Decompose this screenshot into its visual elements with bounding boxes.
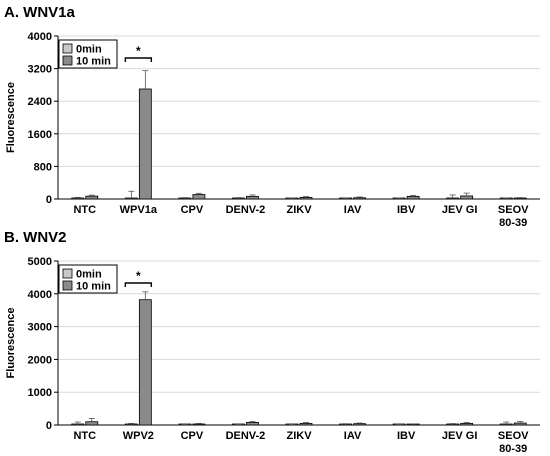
x-tick-label: JEV GI — [442, 430, 477, 442]
chart-panel-0: A. WNV1a 0 800 1600 2400 3200 4000 Fluorescence… — [4, 4, 540, 229]
bar-10min-7 — [460, 195, 474, 200]
x-tick-label: IBV — [397, 204, 416, 216]
bar-10min-1 — [138, 299, 152, 426]
x-tick-label: NTC — [73, 204, 96, 216]
y-tick-label: 4000 — [28, 31, 52, 43]
bar-10min-3 — [246, 195, 259, 200]
x-tick-label: JEV GI — [442, 204, 477, 216]
x-tick-label: SEOV — [498, 204, 529, 216]
x-tick-label: CPV — [181, 430, 204, 442]
y-tick-label: 5000 — [28, 256, 52, 268]
legend-label: 0min — [76, 44, 102, 56]
y-tick-label: 2400 — [28, 96, 52, 108]
bar-10min-7 — [460, 422, 474, 426]
bar-10min-4 — [299, 422, 313, 426]
y-tick-label: 0 — [46, 420, 52, 432]
bar-10min-4 — [299, 196, 313, 200]
x-tick-label: 80-39 — [499, 443, 527, 455]
x-tick-label: IAV — [344, 430, 362, 442]
legend-label: 10 min — [76, 281, 111, 293]
bar-10min-2 — [192, 423, 206, 426]
x-tick-label: DENV-2 — [226, 204, 266, 216]
legend-swatch — [62, 280, 73, 291]
chart-panel-1: B. WNV2 0 1000 2000 3000 4000 5000 Fluorescence… — [4, 229, 540, 455]
bar-10min-5 — [353, 423, 366, 426]
x-tick-label: NTC — [73, 430, 96, 442]
x-tick-label: IBV — [397, 430, 416, 442]
bar-10min-2 — [192, 194, 206, 200]
bar-10min-8 — [513, 422, 527, 426]
y-axis-label: Fluorescence — [5, 308, 17, 379]
y-tick-label: 4000 — [28, 289, 52, 301]
x-tick-label: CPV — [181, 204, 204, 216]
x-tick-label: WPV1a — [120, 204, 158, 216]
legend-swatch — [62, 55, 73, 66]
significance-star: * — [136, 44, 141, 58]
significance-bracket — [124, 282, 153, 287]
y-tick-label: 3200 — [28, 64, 52, 76]
bar-10min-0 — [85, 421, 99, 426]
bar-10min-0 — [85, 195, 99, 200]
x-tick-label: SEOV — [498, 430, 529, 442]
legend-label: 0min — [76, 269, 102, 281]
y-tick-label: 1600 — [28, 129, 52, 141]
bar-10min-5 — [353, 197, 366, 200]
y-tick-label: 800 — [34, 161, 52, 173]
x-tick-label: ZIKV — [286, 204, 312, 216]
y-tick-label: 3000 — [28, 322, 52, 334]
chart-title: B. WNV2 — [4, 229, 67, 246]
x-tick-label: 80-39 — [499, 217, 527, 229]
legend-swatch — [62, 268, 73, 279]
bar-10min-6 — [406, 195, 420, 200]
x-tick-label: DENV-2 — [226, 430, 266, 442]
y-tick-label: 0 — [46, 194, 52, 206]
chart-title: A. WNV1a — [4, 4, 76, 21]
x-tick-label: ZIKV — [286, 430, 312, 442]
significance-star: * — [136, 269, 141, 283]
y-tick-label: 2000 — [28, 354, 52, 366]
x-tick-label: IAV — [344, 204, 362, 216]
legend-label: 10 min — [76, 56, 111, 68]
bar-10min-3 — [246, 421, 259, 426]
x-tick-label: WPV2 — [123, 430, 154, 442]
y-tick-label: 1000 — [28, 387, 52, 399]
bar-10min-1 — [138, 88, 152, 200]
significance-bracket — [124, 57, 153, 62]
legend-swatch — [62, 43, 73, 54]
y-axis-label: Fluorescence — [5, 82, 17, 153]
